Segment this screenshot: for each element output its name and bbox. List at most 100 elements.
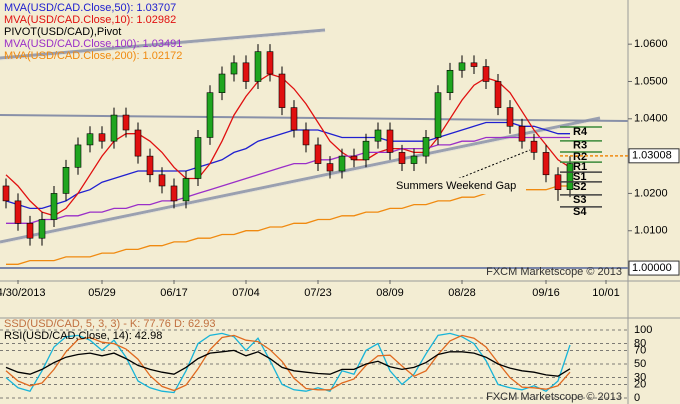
candle-body	[182, 178, 190, 202]
x-tick-label: 09/16	[532, 287, 560, 299]
candle-body	[434, 92, 442, 138]
series-line	[5, 73, 571, 217]
candle-body	[194, 137, 202, 179]
candle-body	[230, 62, 238, 75]
y-tick-label: 1.0600	[634, 38, 668, 50]
candle-body	[98, 133, 106, 142]
current-price-box	[628, 148, 680, 164]
candle-body	[26, 222, 34, 239]
y-tick-label: 1.0400	[634, 113, 668, 125]
series-line	[6, 185, 570, 265]
legend-entry: PIVOT(USD/CAD),Pivot	[4, 26, 121, 38]
trendline	[0, 114, 629, 122]
y-tick-label: 70	[634, 344, 646, 356]
candle-body	[134, 129, 142, 157]
legend-entry: MVA(USD/CAD.Close,200): 1.02172	[4, 50, 182, 62]
watermark: FXCM Marketscope © 2013	[486, 266, 622, 278]
candle-body	[254, 51, 262, 82]
annotation-box	[390, 178, 526, 194]
watermark: FXCM Marketscope © 2013	[486, 391, 622, 403]
series-line	[5, 334, 571, 392]
candle-body	[146, 155, 154, 176]
x-tick-label: 08/09	[376, 287, 404, 299]
legend-entry: RSI(USD/CAD,Close, 14): 42.98	[4, 330, 162, 342]
candle-body	[110, 114, 118, 142]
x-tick-label: 04/30/2013	[0, 287, 46, 299]
y-tick-label: 1.0100	[634, 225, 668, 237]
pivot-label: S4	[573, 206, 587, 218]
candle-body	[470, 62, 478, 67]
y-tick-label: 1.0200	[634, 187, 668, 199]
candle-body	[386, 129, 394, 153]
pivot-label: R2	[573, 151, 587, 163]
pivot-label: R1	[573, 161, 587, 173]
candle-body	[362, 140, 370, 161]
candle-body	[86, 133, 94, 146]
candle-body	[458, 62, 466, 71]
candle-body	[50, 193, 58, 220]
pivot-label: R3	[573, 140, 587, 152]
candle-body	[74, 144, 82, 168]
pivot-label: S3	[573, 194, 586, 206]
candle-body	[326, 163, 334, 172]
trendline	[0, 119, 601, 245]
candle-body	[266, 51, 274, 75]
candle-body	[542, 152, 550, 176]
candle-body	[566, 163, 574, 190]
y-tick-label: 50	[634, 358, 646, 370]
candle-body	[170, 185, 178, 202]
base-line-box	[628, 260, 680, 276]
candle-body	[398, 152, 406, 164]
candle-body	[62, 167, 70, 194]
pivot-label: S1	[573, 171, 586, 183]
series-line	[5, 332, 571, 394]
main-panel: 1.0100 1.0200 1.0400 1.0500 1.0600 04/30/2013…	[0, 2, 680, 299]
annotation-pointer	[454, 149, 531, 181]
candle-body	[350, 155, 358, 161]
x-tick-label: 06/17	[160, 287, 188, 299]
series-line	[5, 349, 571, 377]
candle-body	[302, 129, 310, 146]
candle-body	[506, 107, 514, 127]
y-tick-label: 30	[634, 372, 646, 384]
candle-body	[482, 66, 490, 82]
candle-body	[518, 125, 526, 142]
y-tick-label: 100	[634, 324, 652, 336]
legend-entry: SSD(USD/CAD, 5, 3, 3) - K: 77.76 D: 62.9…	[4, 318, 216, 330]
candle-body	[14, 200, 22, 224]
annotation: Summers Weekend Gap	[396, 180, 516, 192]
current-price-label: 1.03008	[632, 150, 672, 162]
y-tick-label: 1.0500	[634, 75, 668, 87]
legend-entry: MVA(USD/CAD.Close,10): 1.02982	[4, 14, 176, 26]
pivot-label: S2	[573, 181, 586, 193]
y-tick-label: 0	[634, 392, 640, 404]
candle-body	[410, 155, 418, 164]
x-tick-label: 05/29	[88, 287, 116, 299]
x-tick-label: 08/28	[448, 287, 476, 299]
pivot-label: R4	[573, 126, 588, 138]
y-tick-label: 20	[634, 378, 646, 390]
trendline	[0, 116, 601, 244]
candle-body	[338, 155, 346, 172]
y-tick-label: 80	[634, 338, 646, 350]
candle-body	[218, 73, 226, 93]
base-line-label: 1.00000	[632, 262, 672, 274]
candle-body	[494, 81, 502, 108]
candle-body	[314, 144, 322, 164]
legend-entry: MVA(USD/CAD.Close,50): 1.03707	[4, 2, 176, 14]
candle-body	[158, 174, 166, 187]
legend-entry: MVA(USD/CAD.Close,100): 1.03491	[4, 38, 182, 50]
candle-body	[530, 140, 538, 153]
series-line	[5, 121, 570, 210]
candle-body	[2, 185, 10, 202]
candle-body	[278, 73, 286, 108]
trendline	[0, 31, 326, 61]
candle-body	[374, 129, 382, 142]
x-tick-label: 10/01	[592, 287, 620, 299]
candle-body	[422, 137, 430, 157]
series-line	[6, 136, 570, 224]
trendline	[0, 28, 326, 60]
